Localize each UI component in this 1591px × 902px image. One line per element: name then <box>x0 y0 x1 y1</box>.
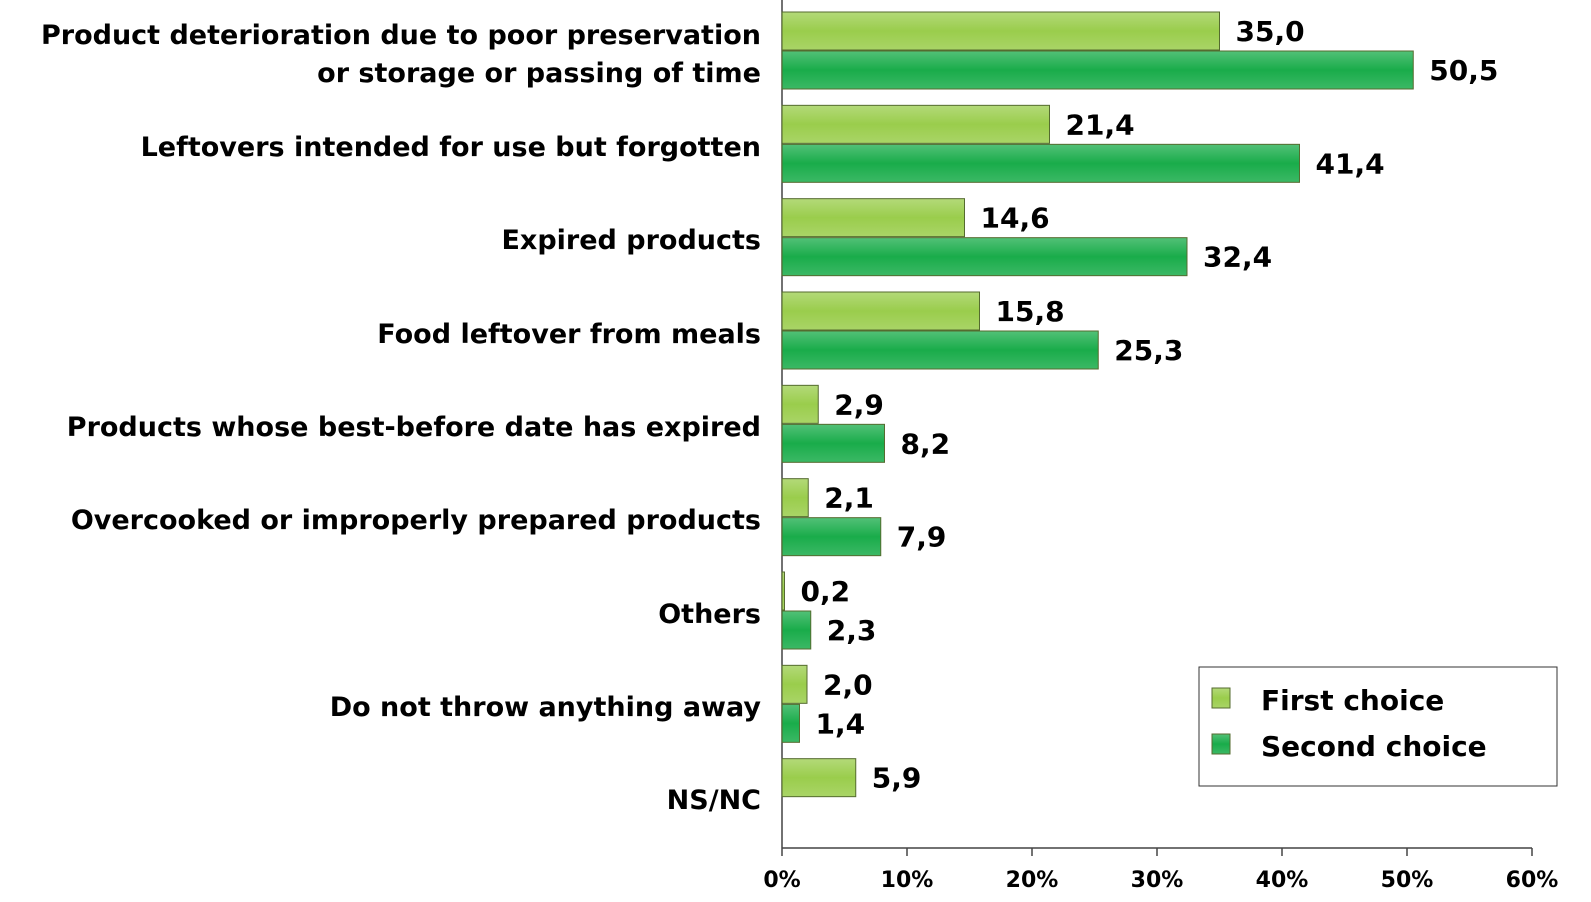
value-label: 41,4 <box>1316 147 1385 180</box>
bar <box>781 198 965 238</box>
x-tick-label: 50% <box>1381 868 1434 893</box>
bar <box>781 384 819 424</box>
value-label: 14,6 <box>981 202 1050 235</box>
category-label: Expired products <box>501 225 761 257</box>
legend-box <box>1198 666 1558 787</box>
bar <box>781 237 1188 277</box>
category-label: Others <box>658 598 761 630</box>
category-label: Overcooked or improperly prepared produc… <box>70 505 761 537</box>
category-label: Product deterioration due to poor preser… <box>40 19 761 89</box>
value-label: 8,2 <box>901 427 951 460</box>
bar <box>781 758 857 798</box>
category-label: Do not throw anything away <box>329 692 761 723</box>
value-label: 25,3 <box>1114 334 1183 367</box>
bar <box>781 330 1099 370</box>
legend-swatch <box>1211 687 1231 709</box>
bar <box>781 703 800 743</box>
bar <box>781 291 980 331</box>
bar <box>781 423 885 463</box>
x-tick-label: 40% <box>1256 868 1309 893</box>
value-label: 2,0 <box>823 668 873 701</box>
x-tick-label: 60% <box>1506 868 1559 893</box>
x-tick-label: 20% <box>1006 868 1059 893</box>
x-tick-label: 0% <box>763 868 800 893</box>
x-tick-label: 10% <box>881 868 934 893</box>
value-label: 35,0 <box>1236 15 1305 48</box>
bar <box>781 11 1220 51</box>
value-label: 5,9 <box>872 762 922 795</box>
category-label: Leftovers intended for use but forgotten <box>140 132 761 163</box>
category-label: Food leftover from meals <box>377 318 761 350</box>
value-label: 0,2 <box>801 575 851 608</box>
value-label: 1,4 <box>816 707 866 740</box>
value-label: 7,9 <box>897 521 947 554</box>
bar <box>781 478 809 518</box>
bar <box>781 143 1300 183</box>
category-label: Products whose best-before date has expi… <box>66 412 761 443</box>
value-label: 32,4 <box>1203 241 1272 274</box>
bar <box>781 50 1414 90</box>
bar <box>781 571 785 611</box>
bar <box>781 517 882 557</box>
value-label: 2,9 <box>834 388 884 421</box>
value-label: 50,5 <box>1429 54 1498 87</box>
legend-label: Second choice <box>1261 730 1487 763</box>
x-tick-label: 30% <box>1131 868 1184 893</box>
bar <box>781 664 808 704</box>
value-label: 2,1 <box>824 482 874 515</box>
value-label: 21,4 <box>1066 108 1135 141</box>
legend-swatch <box>1211 733 1231 755</box>
value-label: 15,8 <box>996 295 1065 328</box>
value-label: 2,3 <box>827 614 877 647</box>
category-label: NS/NC <box>666 785 761 817</box>
legend-label: First choice <box>1261 684 1444 717</box>
bar <box>781 104 1050 144</box>
bar <box>781 610 812 650</box>
